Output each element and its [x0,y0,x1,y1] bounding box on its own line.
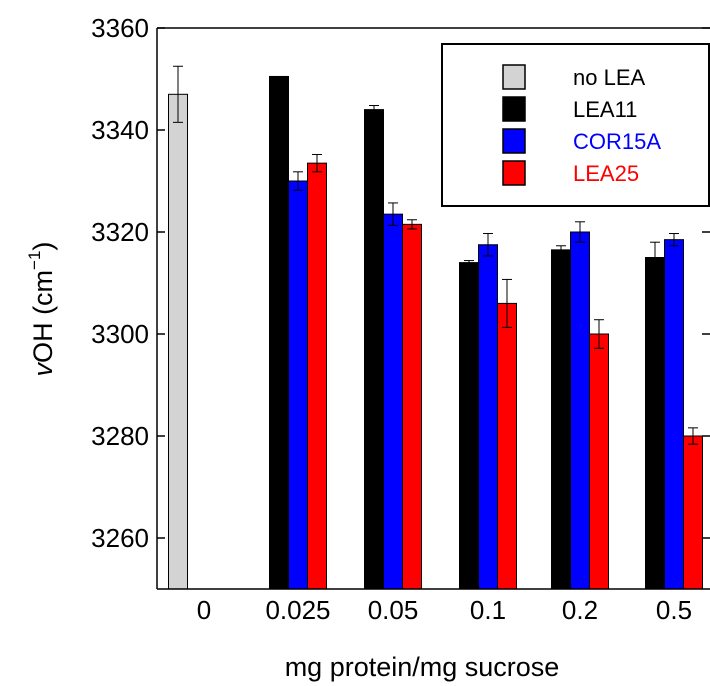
axes-layer [156,27,710,590]
y-axis-label: vOH (cm−1) [25,242,58,377]
x-tick-label-0.025: 0.025 [265,595,330,625]
y-tick-label-3320: 3320 [91,217,149,247]
legend-label-lea25: LEA25 [573,161,639,186]
bar-cor15a-0.2 [570,231,590,590]
bar-lea11-0.5 [645,257,665,590]
x-tick-label-0: 0 [197,595,211,625]
bar-lea11-0.2 [551,249,571,590]
bar-lea25-0.5 [683,435,703,590]
bar-cor15a-0.1 [478,244,498,590]
bar-cor15a-0.05 [383,213,403,590]
bar-lea11-0.1 [459,262,479,590]
y-tick-label-3340: 3340 [91,115,149,145]
legend-swatch-lea11 [502,96,526,122]
x-tick-label-0.2: 0.2 [562,595,598,625]
legend-label-lea11: LEA11 [573,97,637,122]
bar-lea25-0.05 [402,223,422,590]
y-axis-label-end: ) [28,242,58,251]
bar-lea25-0.2 [589,333,609,590]
x-tick-label-0.5: 0.5 [656,595,692,625]
bar-no-lea-0 [168,93,188,590]
bar-cor15a-0.5 [664,239,684,590]
legend-swatch-lea25 [502,160,526,186]
legend-label-no-lea: no LEA [573,65,645,90]
bars-layer [168,65,703,590]
legend-swatch-no-lea [502,64,526,90]
y-axis-label-superscript: −1 [25,251,44,270]
bar-lea11-0.05 [364,109,384,590]
x-tick-label-0.05: 0.05 [368,595,419,625]
legend-box [441,43,710,207]
y-tick-label-3300: 3300 [91,319,149,349]
bar-lea11-0.025 [269,75,289,590]
bar-lea25-0.025 [307,162,327,590]
legend-label-cor15a: COR15A [573,129,661,154]
y-tick-label-3260: 3260 [91,523,149,553]
x-tick-label-0.1: 0.1 [470,595,506,625]
legend: no LEA LEA11 COR15A LEA25 [441,43,710,207]
y-axis-label-italic: v [28,361,58,376]
bar-lea25-0.1 [497,302,517,590]
y-axis-label-main: OH (cm [28,270,58,363]
x-axis-label: mg protein/mg sucrose [285,652,560,682]
ticks-layer: 3260 3280 3300 3320 3340 3360 0 0.025 0.05 0.1 0.2… [91,13,710,625]
legend-swatch-cor15a [502,128,526,154]
y-tick-label-3360: 3360 [91,13,149,43]
y-tick-label-3280: 3280 [91,421,149,451]
bar-cor15a-0.025 [288,180,308,590]
